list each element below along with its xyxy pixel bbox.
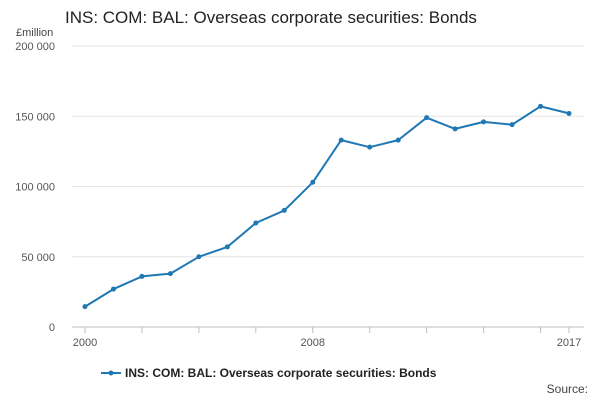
data-point [452,126,458,132]
legend-point-marker [108,370,114,376]
data-point [281,207,287,213]
series-line [84,105,570,308]
y-gridlines [72,45,584,258]
data-point [481,119,487,125]
x-tick-label: 2008 [301,337,325,349]
x-ticks [84,327,570,333]
legend: INS: COM: BAL: Overseas corporate securi… [101,366,437,380]
y-tick-label: 50 000 [21,252,55,264]
x-tick-labels: 2000 2008 2017 [73,337,581,349]
x-tick-label: 2000 [73,337,97,349]
data-point [110,286,116,292]
data-point [566,110,572,116]
data-point [338,137,344,143]
y-tick-labels: 0 50 000 100 000 150 000 200 000 [15,41,55,334]
y-tick-label: 200 000 [15,41,55,53]
y-axis-unit: £million [16,27,54,39]
series-points [82,103,572,310]
data-point [253,220,259,226]
data-point [196,254,202,260]
series-lines [84,105,570,308]
y-tick-label: 150 000 [15,111,55,123]
chart-title: INS: COM: BAL: Overseas corporate securi… [65,8,477,27]
data-point [82,304,88,310]
data-point [167,271,173,277]
legend-entry-label[interactable]: INS: COM: BAL: Overseas corporate securi… [125,366,437,380]
data-point [139,273,145,279]
data-point [509,122,515,128]
x-tick-label: 2017 [557,337,581,349]
y-tick-label: 100 000 [15,182,55,194]
data-point [395,137,401,143]
data-point [538,103,544,109]
data-point [224,244,230,250]
data-point [424,115,430,121]
data-point [310,179,316,185]
data-point [367,144,373,150]
y-tick-label: 0 [49,322,55,334]
source-label: Source: [546,382,588,396]
